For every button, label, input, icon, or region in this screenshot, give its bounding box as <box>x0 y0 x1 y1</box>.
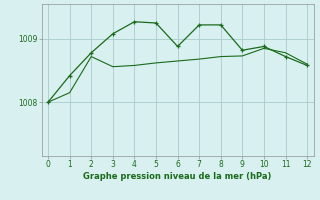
X-axis label: Graphe pression niveau de la mer (hPa): Graphe pression niveau de la mer (hPa) <box>84 172 272 181</box>
